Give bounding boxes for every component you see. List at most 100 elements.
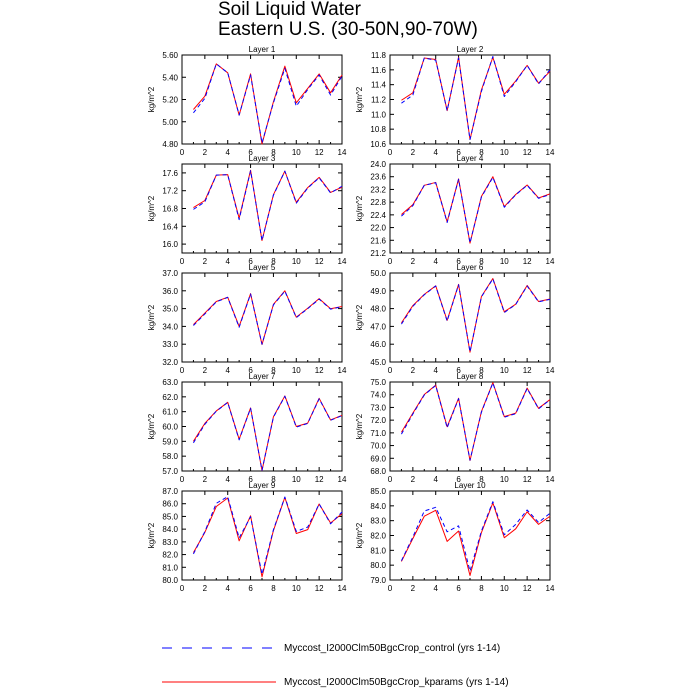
panel-10-ytick-label: 80.0: [370, 561, 386, 570]
panel-4-ytick-label: 22.4: [370, 211, 386, 220]
panel-7-ytick-label: 59.0: [162, 437, 178, 446]
panel-6-xtick-label: 6: [456, 366, 461, 375]
panel-10-xtick-label: 10: [500, 584, 509, 593]
panel-6-xtick-label: 14: [546, 366, 555, 375]
panel-10-title: Layer 10: [454, 481, 486, 490]
panel-9-xtick-label: 8: [271, 584, 276, 593]
panel-10-ytick-label: 81.0: [370, 546, 386, 555]
panel-2-series-control: [401, 55, 551, 141]
panel-9-series-kparams: [192, 496, 343, 578]
panel-3-ytick-label: 17.2: [162, 187, 178, 196]
panel-7-xtick-label: 14: [338, 475, 347, 484]
panel-1-xtick-label: 4: [225, 148, 230, 157]
panel-6-ytick-label: 50.0: [370, 269, 386, 278]
panel-9-frame: [181, 490, 343, 581]
panel-7-xtick-label: 8: [271, 475, 276, 484]
panel-3-xtick-label: 8: [271, 257, 276, 266]
panel-10-series-kparams: [400, 502, 551, 577]
panel-9-ytick-label: 86.0: [162, 500, 178, 509]
panel-10-xtick-label: 4: [433, 584, 438, 593]
panel-10-xtick-label: 2: [411, 584, 416, 593]
panel-1-xtick-label: 10: [292, 148, 301, 157]
panel-2-xtick-label: 10: [500, 148, 509, 157]
panel-10-ytick-label: 84.0: [370, 502, 386, 511]
panel-10-xtick-label: 14: [546, 584, 555, 593]
panel-7-ytick-label: 61.0: [162, 408, 178, 417]
panel-1-xtick-label: 6: [248, 148, 253, 157]
panel-7-ylabel: kg/m^2: [147, 413, 156, 439]
panel-2-ytick-label: 11.0: [371, 110, 387, 119]
panel-5-ytick-label: 36.0: [162, 287, 178, 296]
panel-4-series-control: [401, 176, 551, 244]
panel-6-ytick-label: 48.0: [370, 305, 386, 314]
legend-swatch-kparams: [162, 681, 276, 683]
panel-2-xtick-label: 4: [433, 148, 438, 157]
panel-5-series-kparams: [193, 290, 343, 346]
panel-5-xtick-label: 12: [315, 366, 324, 375]
panel-6-ytick-label: 45.0: [370, 358, 386, 367]
panel-8-ytick-label: 74.0: [370, 391, 386, 400]
panel-8-xtick-label: 0: [388, 475, 393, 484]
panel-8-series-kparams: [401, 382, 551, 462]
panel-7-ytick-label: 63.0: [162, 378, 178, 387]
panel-2-ytick-label: 10.8: [370, 125, 386, 134]
panel-5-ylabel: kg/m^2: [147, 304, 156, 330]
panel-9-xtick-label: 0: [180, 584, 185, 593]
panel-1-ytick-label: 5.20: [162, 96, 178, 105]
panel-1-series-control: [193, 63, 343, 144]
panel-2-xtick-label: 12: [523, 148, 532, 157]
panel-7-frame: [181, 381, 343, 472]
panel-1-ylabel: kg/m^2: [147, 86, 156, 112]
panel-5-series-control: [193, 290, 343, 345]
panel-10-xtick-label: 12: [523, 584, 532, 593]
panel-9-ylabel: kg/m^2: [147, 522, 156, 548]
panel-7-series-kparams: [193, 395, 343, 472]
panel-3-xtick-label: 6: [248, 257, 253, 266]
panel-7-ytick-label: 60.0: [162, 423, 178, 432]
panel-2-title: Layer 2: [457, 45, 484, 54]
panel-9-xtick-label: 2: [203, 584, 208, 593]
figure-title: Soil Liquid Water: [218, 0, 361, 20]
panel-4-xtick-label: 8: [479, 257, 484, 266]
panel-6-title: Layer 6: [457, 263, 484, 272]
panel-3-xtick-label: 4: [225, 257, 230, 266]
panel-10-ytick-label: 82.0: [370, 532, 386, 541]
panel-5-xtick-label: 2: [203, 366, 208, 375]
panel-10-series-control: [400, 501, 551, 572]
panel-9-ytick-label: 84.0: [162, 525, 178, 534]
panel-10-xtick-label: 6: [456, 584, 461, 593]
panel-9-ytick-label: 80.0: [162, 576, 178, 585]
panel-7-xtick-label: 0: [180, 475, 185, 484]
panel-4-xtick-label: 4: [433, 257, 438, 266]
legend-swatch-control: [162, 647, 276, 649]
legend-label-control: Myccost_I2000Clm50BgcCrop_control (yrs 1…: [284, 643, 501, 654]
panel-1-ytick-label: 5.00: [162, 118, 178, 127]
panel-4-ytick-label: 22.8: [370, 198, 386, 207]
panel-8-ytick-label: 69.0: [370, 454, 386, 463]
panel-2-xtick-label: 6: [456, 148, 461, 157]
panel-7-ytick-label: 62.0: [162, 393, 178, 402]
panel-9-ytick-label: 87.0: [162, 487, 178, 496]
panel-4-xtick-label: 0: [388, 257, 393, 266]
panel-6-ytick-label: 46.0: [370, 340, 386, 349]
panel-4-xtick-label: 14: [546, 257, 555, 266]
panel-5-title: Layer 5: [249, 263, 276, 272]
panel-4-ytick-label: 23.6: [370, 173, 386, 182]
panel-2-ytick-label: 11.2: [371, 96, 387, 105]
panel-10-ytick-label: 79.0: [370, 576, 386, 585]
panel-1-xtick-label: 2: [203, 148, 208, 157]
panel-8-frame: [389, 381, 551, 472]
panel-4-ytick-label: 24.0: [370, 160, 386, 169]
panel-9-xtick-label: 14: [338, 584, 347, 593]
panel-8-xtick-label: 14: [546, 475, 555, 484]
panel-1-ytick-label: 4.80: [162, 140, 178, 149]
panel-3-xtick-label: 12: [315, 257, 324, 266]
panel-5-ytick-label: 33.0: [162, 340, 178, 349]
panel-2-ytick-label: 11.6: [371, 66, 387, 75]
panel-6-xtick-label: 8: [479, 366, 484, 375]
panel-3-xtick-label: 2: [203, 257, 208, 266]
panel-4-frame: [389, 163, 551, 254]
panel-2-xtick-label: 8: [479, 148, 484, 157]
panel-8-ytick-label: 73.0: [370, 403, 386, 412]
panel-7-ytick-label: 58.0: [162, 452, 178, 461]
